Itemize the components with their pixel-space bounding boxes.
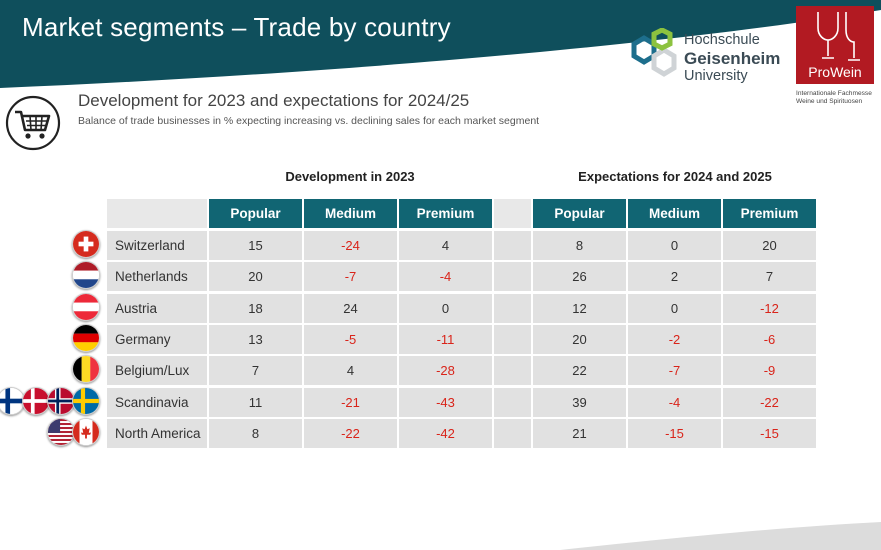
value-cell: 15 [209, 231, 302, 260]
value-cell: 11 [209, 387, 302, 417]
value-cell: 20 [723, 231, 816, 260]
header-gap-cell [494, 199, 531, 228]
value-cell: 0 [628, 231, 721, 260]
shopping-cart-icon [5, 95, 61, 151]
value-cell: -2 [628, 324, 721, 354]
value-cell: 0 [399, 293, 492, 323]
prowein-name: ProWein [808, 64, 862, 80]
col-header-popular-2023: Popular [209, 199, 302, 228]
hochschule-geisenheim-wordmark: Hochschule Geisenheim University [684, 32, 781, 84]
table-row: North America 8 -22 -42 21 -15 -15 [0, 417, 881, 448]
value-cell: -7 [628, 356, 721, 386]
table-row: Netherlands 20 -7 -4 26 2 7 [0, 261, 881, 292]
header-blank-cell [107, 199, 207, 228]
value-cell: -12 [723, 293, 816, 323]
row-gap-cell [494, 293, 531, 323]
value-cell: 18 [209, 293, 302, 323]
value-cell: 24 [304, 293, 397, 323]
canada-flag [72, 417, 100, 446]
value-cell: 13 [209, 324, 302, 354]
country-name: Switzerland [107, 231, 207, 260]
value-cell: -24 [304, 231, 397, 260]
germany-flag [72, 323, 100, 352]
row-gap-cell [494, 262, 531, 292]
value-cell: 22 [533, 356, 626, 386]
page-title: Market segments – Trade by country [22, 12, 451, 42]
row-gap-cell [494, 231, 531, 260]
value-cell: -28 [399, 356, 492, 386]
row-gap-cell [494, 418, 531, 448]
country-name: North America [107, 418, 207, 448]
denmark-flag [22, 386, 50, 415]
section-caption: Balance of trade businesses in % expecti… [78, 115, 540, 127]
table-row: Belgium/Lux 7 4 -28 22 -7 -9 [0, 355, 881, 386]
value-cell: -6 [723, 324, 816, 354]
value-cell: 20 [533, 324, 626, 354]
value-cell: 8 [209, 418, 302, 448]
value-cell: 0 [628, 293, 721, 323]
value-cell: 7 [209, 356, 302, 386]
prowein-logo: ProWein [796, 6, 874, 84]
wine-glass-icon [817, 12, 860, 61]
value-cell: 7 [723, 262, 816, 292]
value-cell: 20 [209, 262, 302, 292]
value-cell: 2 [628, 262, 721, 292]
col-header-premium-2023: Premium [399, 199, 492, 228]
value-cell: -4 [399, 262, 492, 292]
value-cell: -42 [399, 418, 492, 448]
value-cell: 4 [304, 356, 397, 386]
value-cell: 21 [533, 418, 626, 448]
norway-flag [47, 386, 75, 415]
value-cell: -4 [628, 387, 721, 417]
col-header-popular-2024: Popular [533, 199, 626, 228]
austria-flag [72, 292, 100, 321]
row-gap-cell [494, 387, 531, 417]
value-cell: -43 [399, 387, 492, 417]
section-subtitle: Development for 2023 and expectations fo… [78, 91, 470, 110]
value-cell: -15 [723, 418, 816, 448]
group-header-2023: Development in 2023 [285, 169, 415, 184]
country-name: Austria [107, 293, 207, 323]
value-cell: -7 [304, 262, 397, 292]
usa-flag [47, 417, 75, 446]
group-header-2024-2025: Expectations for 2024 and 2025 [578, 169, 772, 184]
table-row: Germany 13 -5 -11 20 -2 -6 [0, 323, 881, 354]
country-name: Germany [107, 324, 207, 354]
prowein-subtitle: Internationale Fachmesse Weine und Spiri… [796, 90, 872, 105]
country-name: Belgium/Lux [107, 356, 207, 386]
col-header-medium-2023: Medium [304, 199, 397, 228]
value-cell: -21 [304, 387, 397, 417]
value-cell: -15 [628, 418, 721, 448]
table-row: Scandinavia 11 -21 -43 39 -4 -22 [0, 386, 881, 417]
value-cell: 8 [533, 231, 626, 260]
value-cell: 26 [533, 262, 626, 292]
value-cell: -22 [304, 418, 397, 448]
value-cell: -9 [723, 356, 816, 386]
header-band [0, 0, 881, 88]
value-cell: -5 [304, 324, 397, 354]
belgium-flag [72, 355, 100, 384]
sweden-flag [72, 386, 100, 415]
row-gap-cell [494, 356, 531, 386]
netherlands-flag [72, 261, 100, 290]
country-name: Netherlands [107, 262, 207, 292]
value-cell: 12 [533, 293, 626, 323]
switzerland-flag [72, 230, 100, 258]
table-row: Switzerland 15 -24 4 8 0 20 [0, 230, 881, 260]
value-cell: 39 [533, 387, 626, 417]
hochschule-geisenheim-logo [631, 28, 677, 77]
footer-swoosh [560, 522, 881, 550]
col-header-premium-2024: Premium [723, 199, 816, 228]
row-gap-cell [494, 324, 531, 354]
table-row: Austria 18 24 0 12 0 -12 [0, 292, 881, 323]
col-header-medium-2024: Medium [628, 199, 721, 228]
value-cell: 4 [399, 231, 492, 260]
value-cell: -11 [399, 324, 492, 354]
value-cell: -22 [723, 387, 816, 417]
country-name: Scandinavia [107, 387, 207, 417]
